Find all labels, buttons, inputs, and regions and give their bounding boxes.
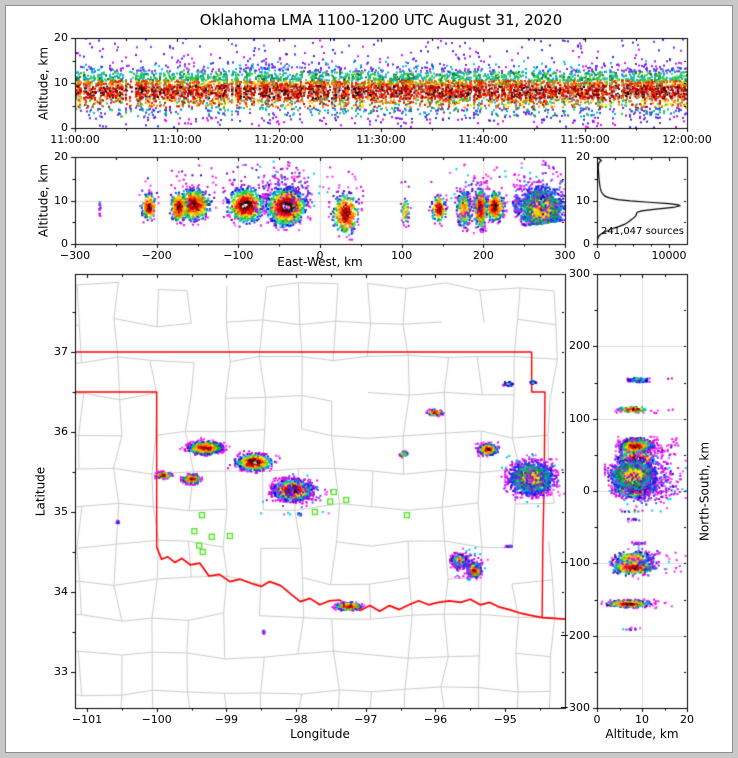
map-x-axis-label: Longitude <box>290 727 350 741</box>
ns-height-x-axis-label: Altitude, km <box>605 727 679 741</box>
source-count-annotation: 241,047 sources <box>601 226 684 237</box>
ns-height-y-axis-label: North-South, km <box>697 441 711 542</box>
chart-title: Oklahoma LMA 1100-1200 UTC August 31, 20… <box>199 11 563 29</box>
map-y-axis-label: Latitude <box>33 466 47 517</box>
ew-height-y-axis-label: Altitude, km <box>36 163 50 238</box>
time-height-y-axis-label: Altitude, km <box>36 46 50 121</box>
ew-height-x-axis-label: East-West, km <box>277 255 363 269</box>
